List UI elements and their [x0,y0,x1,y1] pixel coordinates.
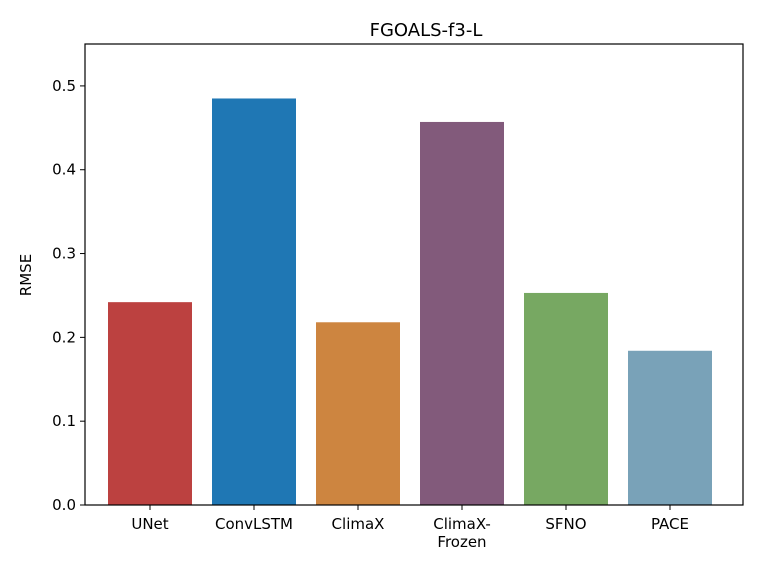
bar [316,322,400,505]
y-tick-label: 0.5 [52,77,76,95]
y-tick-label: 0.4 [52,161,76,179]
plot-frame [84,43,744,506]
x-tick-label-line: PACE [651,515,689,533]
x-tick-label-line: ClimaX- [433,515,491,533]
x-tick-label: ClimaX [332,515,385,533]
bar [524,292,608,505]
bar [420,121,504,505]
y-tick-label: 0.0 [52,496,76,514]
x-tick-label: UNet [131,515,168,533]
x-axis: UNet ConvLSTM ClimaX ClimaX-Frozen SFNO PACE [131,505,689,551]
y-tick-label: 0.1 [52,412,76,430]
y-tick-label: 0.2 [52,328,76,346]
x-tick-label: ClimaX-Frozen [433,515,491,551]
bars-layer [108,98,712,506]
y-tick-label: 0.3 [52,245,76,263]
x-tick-label: SFNO [545,515,586,533]
x-tick-label-line: Frozen [437,533,486,551]
x-tick-label-line: SFNO [545,515,586,533]
x-tick-label: PACE [651,515,689,533]
x-tick-label-line: ConvLSTM [215,515,293,533]
y-axis: 0.0 0.1 0.2 0.3 0.4 0.5 [52,77,85,514]
bar [628,350,712,505]
chart-title: FGOALS-f3-L [370,20,483,41]
x-tick-label-line: UNet [131,515,168,533]
x-tick-label-line: ClimaX [332,515,385,533]
x-tick-label: ConvLSTM [215,515,293,533]
bar [108,302,192,505]
bar [212,98,296,506]
y-axis-label: RMSE [17,254,35,296]
